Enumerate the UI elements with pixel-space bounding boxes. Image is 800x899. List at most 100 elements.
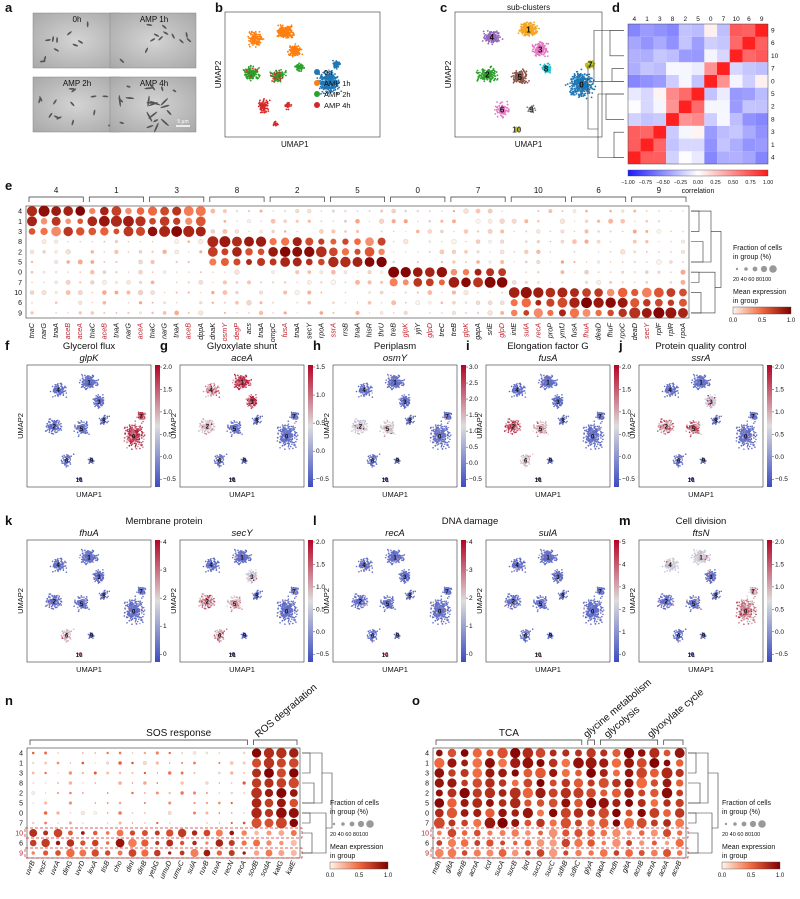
dot: [77, 290, 83, 295]
umap-point: [267, 110, 270, 113]
heatmap-cell: [640, 100, 654, 114]
dot: [90, 250, 94, 254]
heatmap-cell: [755, 49, 768, 63]
umap-point: [49, 390, 52, 393]
dot: [259, 229, 263, 234]
gene-label: fusA: [569, 323, 578, 338]
dot: [103, 251, 106, 253]
gene-label: dnaK: [208, 322, 217, 340]
heatmap-cell: [653, 36, 667, 50]
umap-point: [129, 442, 132, 445]
cell-mark: [67, 31, 72, 36]
dendrogram-branch: [611, 68, 624, 82]
dot: [524, 219, 529, 224]
dot: [376, 256, 387, 268]
umap-point: [259, 111, 262, 114]
dot: [548, 209, 553, 214]
dot: [536, 240, 540, 244]
micrograph: AMP 1h: [109, 12, 197, 69]
heatmap-cell: [717, 87, 730, 101]
dot: [609, 230, 612, 233]
umap-point: [326, 90, 329, 93]
heatmap-cell: [666, 151, 679, 164]
cell-mark: [144, 47, 149, 53]
umap-point: [589, 77, 592, 79]
umap-point: [266, 102, 269, 105]
dot: [78, 311, 82, 315]
umap-point: [84, 422, 87, 425]
umap-point: [84, 381, 87, 383]
umap-point: [246, 77, 249, 79]
gene-label: fhuA: [582, 323, 591, 338]
dot: [464, 250, 468, 254]
umap-point: [82, 383, 84, 386]
umap-point: [335, 81, 338, 84]
umap-point: [91, 383, 93, 385]
gene-label: secY: [642, 322, 651, 339]
umap-point: [135, 435, 138, 438]
dot: [63, 226, 73, 237]
dot: [525, 240, 528, 243]
dot: [31, 281, 33, 283]
heatmap-cell: [742, 113, 756, 126]
dot: [678, 307, 688, 318]
heatmap-row-label: 2: [771, 104, 775, 111]
micrograph: AMP 2h: [32, 76, 120, 133]
umap-point: [320, 86, 323, 89]
umap-point: [531, 24, 533, 27]
size-swatch: [760, 265, 768, 273]
gene-label: tnaC: [148, 322, 157, 338]
umap-point: [326, 84, 329, 87]
dot: [441, 312, 443, 314]
umap-point: [589, 84, 592, 87]
dot: [272, 312, 274, 314]
umap-point: [272, 75, 275, 78]
umap-point: [77, 435, 80, 438]
umap-point: [131, 448, 133, 450]
dot: [355, 229, 360, 234]
umap-point: [299, 64, 302, 67]
umap-point: [248, 40, 250, 42]
dot: [344, 209, 347, 213]
umap-point: [576, 89, 579, 92]
dot: [292, 257, 302, 267]
dot: [368, 312, 371, 314]
umap-point: [284, 74, 287, 77]
umap-point: [275, 122, 277, 125]
umap-point: [138, 443, 140, 445]
heatmap-cell: [628, 113, 641, 126]
gene-label: rpoA: [316, 323, 325, 338]
gene-label: fusA: [280, 323, 289, 338]
cell-mark: [93, 109, 96, 116]
umap-point: [291, 54, 294, 57]
dot: [246, 280, 252, 285]
cell-mark: [171, 33, 175, 39]
umap-point: [108, 415, 111, 418]
umap-point: [538, 27, 540, 30]
umap-point: [513, 80, 516, 83]
umap-point: [319, 77, 321, 80]
dot: [682, 230, 684, 233]
umap-point: [524, 72, 527, 74]
cell-mark: [53, 99, 57, 105]
dendrogram-branch: [613, 131, 624, 158]
cluster-label: 5: [517, 73, 522, 82]
umap-point: [84, 374, 86, 377]
cell-mark: [147, 95, 150, 107]
dot: [403, 239, 409, 245]
dot: [400, 267, 411, 278]
umap-point: [277, 79, 280, 82]
umap-point: [496, 32, 498, 34]
umap-point: [533, 21, 535, 24]
cell-mark: [70, 101, 75, 107]
umap-point: [86, 376, 89, 379]
dot: [151, 241, 154, 243]
dot: [199, 271, 202, 274]
umap-point: [330, 71, 332, 74]
group-bracket: [209, 196, 265, 202]
heatmap-cell: [628, 100, 641, 114]
heatmap-cell: [742, 49, 756, 63]
umap-point: [52, 395, 54, 398]
cell-mark: [53, 48, 60, 52]
